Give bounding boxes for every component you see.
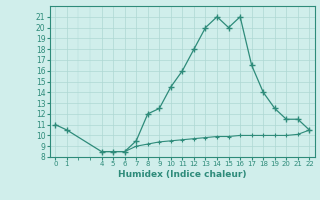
X-axis label: Humidex (Indice chaleur): Humidex (Indice chaleur)	[118, 170, 247, 179]
